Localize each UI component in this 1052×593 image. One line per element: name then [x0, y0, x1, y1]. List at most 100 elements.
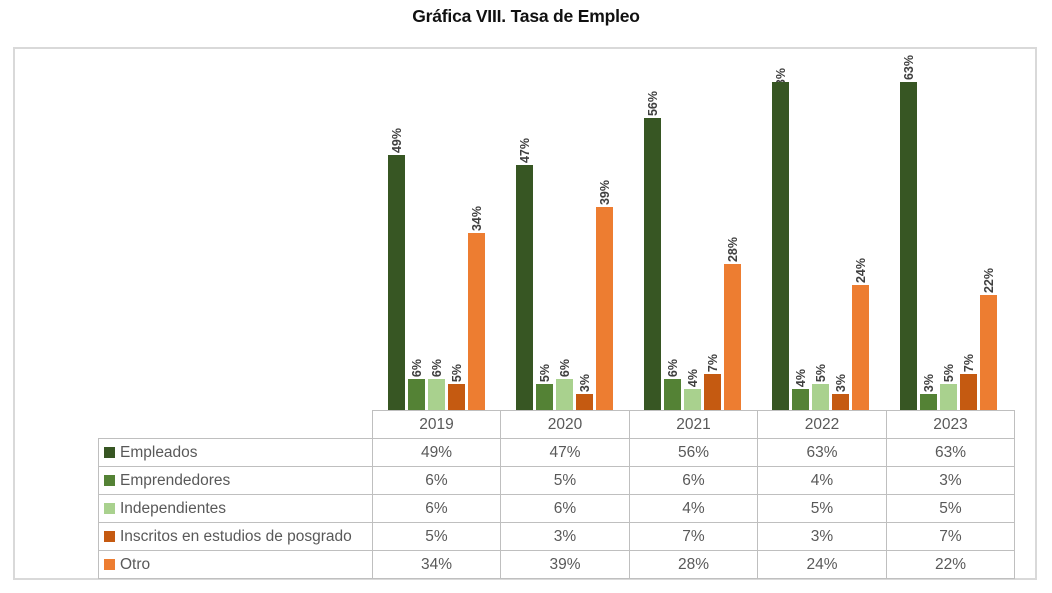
table-row-emprendedores: Emprendedores 6% 5% 6% 4% 3%	[98, 466, 1015, 495]
chart-area	[13, 47, 1037, 580]
bar-independientes-2020	[555, 379, 573, 410]
table-corner-spacer	[99, 411, 373, 439]
legend-label-empleados: Empleados	[98, 438, 373, 467]
bar-label-independientes-2023: 5%	[941, 363, 956, 382]
table-cell-otro-2021: 28%	[629, 550, 758, 579]
bar-label-posgrado-2020: 3%	[577, 373, 592, 392]
bar-otro-2021	[723, 264, 741, 410]
legend-swatch-empleados	[104, 446, 115, 458]
bar-emprendedores-2020	[535, 384, 553, 410]
bar-otro-2020	[595, 207, 613, 410]
table-cell-empleados-2023: 63%	[886, 438, 1015, 467]
bar-emprendedores-2019	[407, 379, 425, 410]
bar-label-empleados-2021: 56%	[645, 90, 660, 116]
legend-swatch-emprendedores	[104, 474, 115, 486]
table-cell-empleados-2020: 47%	[500, 438, 630, 467]
table-cell-otro-2020: 39%	[500, 550, 630, 579]
table-cell-otro-2019: 34%	[372, 550, 501, 579]
legend-label-emprendedores: Emprendedores	[98, 466, 373, 495]
bar-independientes-2019	[427, 379, 445, 410]
table-row-empleados: Empleados 49% 47% 56% 63% 63%	[98, 438, 1015, 467]
bar-label-emprendedores-2021: 6%	[665, 358, 680, 377]
bar-independientes-2021	[683, 389, 701, 410]
bar-label-independientes-2020: 6%	[557, 358, 572, 377]
table-cell-emprendedores-2020: 5%	[500, 466, 630, 495]
bar-otro-2023	[979, 295, 997, 410]
bar-posgrado-2023	[959, 374, 977, 410]
table-cell-emprendedores-2019: 6%	[372, 466, 501, 495]
table-row-posgrado: Inscritos en estudios de posgrado 5% 3% 7% 3…	[98, 522, 1015, 551]
year-header-2023: 2023	[886, 410, 1015, 439]
bar-empleados-2022	[771, 82, 789, 410]
table-cell-emprendedores-2022: 4%	[757, 466, 887, 495]
table-cell-empleados-2021: 56%	[629, 438, 758, 467]
data-table: 2019 2020 2021 2022 2023 Empleados 49% 47% 56% 63…	[98, 410, 1015, 579]
table-cell-posgrado-2021: 7%	[629, 522, 758, 551]
year-header-2021: 2021	[629, 410, 758, 439]
legend-label-otro: Otro	[98, 550, 373, 579]
chart-title: Gráfica VIII. Tasa de Empleo	[412, 6, 640, 26]
bar-label-posgrado-2022: 3%	[833, 373, 848, 392]
table-cell-otro-2023: 22%	[886, 550, 1015, 579]
bar-label-emprendedores-2023: 3%	[921, 373, 936, 392]
bar-label-emprendedores-2022: 4%	[793, 368, 808, 387]
table-cell-otro-2022: 24%	[757, 550, 887, 579]
table-row-independientes: Independientes 6% 6% 4% 5% 5%	[98, 494, 1015, 523]
table-cell-independientes-2022: 5%	[757, 494, 887, 523]
table-header-row: 2019 2020 2021 2022 2023	[99, 410, 1015, 439]
bar-label-posgrado-2019: 5%	[449, 363, 464, 382]
year-header-2019: 2019	[372, 410, 501, 439]
bar-independientes-2023	[939, 384, 957, 410]
bar-label-independientes-2021: 4%	[685, 368, 700, 387]
bar-label-otro-2020: 39%	[597, 179, 612, 205]
table-cell-independientes-2020: 6%	[500, 494, 630, 523]
bar-empleados-2023	[899, 82, 917, 410]
table-cell-posgrado-2019: 5%	[372, 522, 501, 551]
table-cell-posgrado-2022: 3%	[757, 522, 887, 551]
legend-swatch-independientes	[104, 502, 115, 514]
bar-posgrado-2021	[703, 374, 721, 410]
table-cell-independientes-2021: 4%	[629, 494, 758, 523]
bar-posgrado-2020	[575, 394, 593, 410]
series-name-otro: Otro	[120, 555, 151, 573]
table-row-otro: Otro 34% 39% 28% 24% 22%	[98, 550, 1015, 579]
bar-label-empleados-2019: 49%	[389, 127, 404, 153]
bar-empleados-2021	[643, 118, 661, 410]
bar-label-otro-2022: 24%	[853, 257, 868, 283]
bar-label-otro-2021: 28%	[725, 236, 740, 262]
table-cell-emprendedores-2021: 6%	[629, 466, 758, 495]
bar-otro-2019	[467, 233, 485, 410]
bar-emprendedores-2021	[663, 379, 681, 410]
table-cell-empleados-2022: 63%	[757, 438, 887, 467]
series-name-empleados: Empleados	[120, 443, 198, 461]
series-name-emprendedores: Emprendedores	[120, 471, 231, 489]
bar-label-empleados-2020: 47%	[517, 137, 532, 163]
series-name-independientes: Independientes	[120, 499, 227, 517]
series-name-posgrado: Inscritos en estudios de posgrado	[120, 527, 352, 545]
bar-otro-2022	[851, 285, 869, 410]
year-header-2022: 2022	[757, 410, 887, 439]
bar-empleados-2020	[515, 165, 533, 410]
legend-swatch-otro	[104, 558, 115, 570]
bar-label-posgrado-2021: 7%	[705, 353, 720, 372]
bar-label-posgrado-2023: 7%	[961, 353, 976, 372]
bar-posgrado-2022	[831, 394, 849, 410]
bar-label-independientes-2019: 6%	[429, 358, 444, 377]
table-cell-independientes-2023: 5%	[886, 494, 1015, 523]
bar-label-emprendedores-2020: 5%	[537, 363, 552, 382]
table-cell-emprendedores-2023: 3%	[886, 466, 1015, 495]
bar-independientes-2022	[811, 384, 829, 410]
bar-label-otro-2019: 34%	[469, 205, 484, 231]
bar-label-independientes-2022: 5%	[813, 363, 828, 382]
bar-emprendedores-2022	[791, 389, 809, 410]
bar-label-empleados-2023: 63%	[901, 54, 916, 80]
table-cell-independientes-2019: 6%	[372, 494, 501, 523]
bar-empleados-2019	[387, 155, 405, 410]
legend-swatch-posgrado	[104, 530, 115, 542]
bar-posgrado-2019	[447, 384, 465, 410]
bar-label-emprendedores-2019: 6%	[409, 358, 424, 377]
legend-label-independientes: Independientes	[98, 494, 373, 523]
bar-label-otro-2023: 22%	[981, 267, 996, 293]
year-header-2020: 2020	[500, 410, 630, 439]
